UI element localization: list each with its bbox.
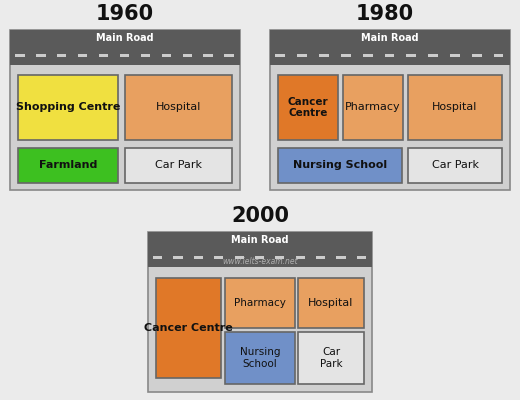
Bar <box>148 232 372 392</box>
Text: Car
Park: Car Park <box>320 347 342 369</box>
Bar <box>15 54 24 57</box>
Text: www.ielts-exam.net: www.ielts-exam.net <box>222 258 298 266</box>
Bar <box>343 75 403 140</box>
Text: Cancer
Centre: Cancer Centre <box>288 97 328 118</box>
Bar <box>357 256 366 259</box>
Text: 2000: 2000 <box>231 206 289 226</box>
Bar <box>225 278 295 328</box>
Text: Pharmacy: Pharmacy <box>345 102 401 112</box>
Text: Cancer Centre: Cancer Centre <box>144 323 233 333</box>
Bar <box>276 54 285 57</box>
Text: Car Park: Car Park <box>155 160 202 170</box>
Bar <box>408 75 502 140</box>
Bar <box>235 256 244 259</box>
Bar <box>428 54 438 57</box>
Bar <box>141 54 150 57</box>
Bar <box>336 256 345 259</box>
Bar <box>18 148 118 183</box>
Bar <box>316 256 325 259</box>
Bar <box>57 54 67 57</box>
Bar <box>270 30 510 65</box>
Text: 1960: 1960 <box>96 4 154 24</box>
Bar <box>298 332 364 384</box>
Text: Main Road: Main Road <box>96 33 154 43</box>
Text: Farmland: Farmland <box>39 160 97 170</box>
Bar <box>174 256 183 259</box>
Bar <box>278 148 402 183</box>
Bar <box>255 256 264 259</box>
Text: Nursing School: Nursing School <box>293 160 387 170</box>
Bar <box>225 332 295 384</box>
Bar <box>275 256 284 259</box>
Bar <box>363 54 372 57</box>
Text: Hospital: Hospital <box>156 102 201 112</box>
Text: Shopping Centre: Shopping Centre <box>16 102 120 112</box>
Bar <box>125 75 232 140</box>
Text: Hospital: Hospital <box>432 102 478 112</box>
Bar <box>125 148 232 183</box>
Bar <box>472 54 482 57</box>
Bar <box>78 54 87 57</box>
Bar <box>278 75 338 140</box>
Bar <box>297 54 307 57</box>
Bar <box>450 54 460 57</box>
Bar <box>385 54 394 57</box>
Bar <box>341 54 350 57</box>
Bar <box>194 256 203 259</box>
Bar <box>162 54 171 57</box>
Text: Main Road: Main Road <box>231 235 289 245</box>
Bar <box>406 54 416 57</box>
Bar <box>148 232 372 267</box>
Bar <box>99 54 108 57</box>
Bar <box>270 30 510 190</box>
Bar <box>408 148 502 183</box>
Text: Pharmacy: Pharmacy <box>234 298 286 308</box>
Text: Car Park: Car Park <box>432 160 478 170</box>
Bar <box>36 54 46 57</box>
Text: 1980: 1980 <box>356 4 414 24</box>
Bar <box>493 54 503 57</box>
Bar <box>153 256 162 259</box>
Text: Hospital: Hospital <box>308 298 354 308</box>
Bar <box>203 54 213 57</box>
Text: Main Road: Main Road <box>361 33 419 43</box>
Text: Nursing
School: Nursing School <box>240 347 280 369</box>
Bar <box>156 278 221 378</box>
Bar <box>214 256 224 259</box>
Bar <box>10 30 240 65</box>
Bar <box>296 256 305 259</box>
Bar <box>224 54 233 57</box>
Bar <box>183 54 192 57</box>
Bar <box>319 54 329 57</box>
Bar <box>10 30 240 190</box>
Bar <box>120 54 129 57</box>
Bar <box>18 75 118 140</box>
Bar <box>298 278 364 328</box>
